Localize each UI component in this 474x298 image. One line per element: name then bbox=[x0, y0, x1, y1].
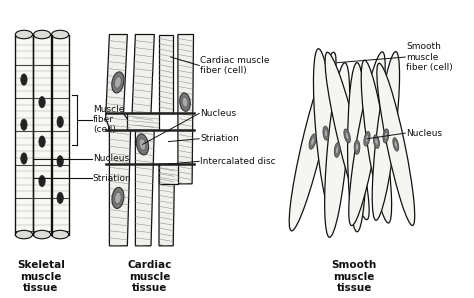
Ellipse shape bbox=[393, 138, 399, 151]
Text: Nucleus: Nucleus bbox=[406, 129, 442, 138]
Ellipse shape bbox=[115, 77, 121, 88]
Ellipse shape bbox=[313, 49, 338, 218]
Polygon shape bbox=[159, 35, 173, 114]
Ellipse shape bbox=[182, 97, 188, 107]
Ellipse shape bbox=[334, 143, 340, 157]
Ellipse shape bbox=[139, 139, 146, 150]
Ellipse shape bbox=[324, 129, 328, 137]
Ellipse shape bbox=[336, 146, 339, 154]
Polygon shape bbox=[128, 114, 159, 130]
Text: Cardiac muscle
fiber (cell): Cardiac muscle fiber (cell) bbox=[200, 56, 270, 75]
Ellipse shape bbox=[377, 63, 415, 226]
Ellipse shape bbox=[325, 63, 350, 237]
Ellipse shape bbox=[383, 129, 389, 143]
Ellipse shape bbox=[57, 116, 64, 128]
Ellipse shape bbox=[15, 30, 33, 39]
Ellipse shape bbox=[34, 30, 51, 39]
Ellipse shape bbox=[180, 93, 190, 111]
Ellipse shape bbox=[394, 141, 397, 148]
Ellipse shape bbox=[356, 143, 359, 151]
Ellipse shape bbox=[21, 153, 27, 164]
Text: Nucleus: Nucleus bbox=[200, 109, 236, 118]
Text: Striation: Striation bbox=[93, 174, 132, 183]
Ellipse shape bbox=[112, 187, 124, 209]
Text: Cardiac
muscle
tissue: Cardiac muscle tissue bbox=[128, 260, 172, 293]
Ellipse shape bbox=[57, 156, 64, 167]
Ellipse shape bbox=[364, 131, 370, 146]
Text: Nucleus: Nucleus bbox=[93, 154, 129, 163]
Text: Intercalated disc: Intercalated disc bbox=[200, 157, 276, 166]
Ellipse shape bbox=[323, 126, 329, 140]
Polygon shape bbox=[132, 35, 155, 246]
Ellipse shape bbox=[361, 60, 392, 223]
Ellipse shape bbox=[365, 135, 369, 143]
Ellipse shape bbox=[374, 135, 379, 148]
Bar bbox=[52, 35, 69, 235]
Ellipse shape bbox=[310, 137, 315, 146]
Ellipse shape bbox=[384, 132, 387, 140]
Ellipse shape bbox=[349, 52, 385, 226]
Polygon shape bbox=[159, 164, 178, 184]
Ellipse shape bbox=[346, 132, 349, 140]
Bar bbox=[34, 35, 51, 235]
Text: Muscle
fiber
(cell): Muscle fiber (cell) bbox=[93, 105, 124, 134]
Ellipse shape bbox=[34, 230, 51, 239]
Ellipse shape bbox=[39, 97, 45, 108]
Text: Striation: Striation bbox=[200, 134, 239, 143]
Polygon shape bbox=[178, 35, 193, 184]
Ellipse shape bbox=[344, 129, 350, 143]
Ellipse shape bbox=[21, 74, 27, 85]
Ellipse shape bbox=[52, 230, 69, 239]
Ellipse shape bbox=[309, 134, 316, 149]
Ellipse shape bbox=[112, 72, 124, 93]
Bar bbox=[15, 35, 33, 235]
Ellipse shape bbox=[375, 138, 378, 145]
Ellipse shape bbox=[115, 192, 121, 204]
Ellipse shape bbox=[372, 52, 400, 220]
Ellipse shape bbox=[52, 30, 69, 39]
Ellipse shape bbox=[21, 119, 27, 130]
Ellipse shape bbox=[137, 134, 148, 155]
Polygon shape bbox=[159, 164, 174, 246]
Ellipse shape bbox=[39, 136, 45, 147]
Text: Skeletal
muscle
tissue: Skeletal muscle tissue bbox=[17, 260, 65, 293]
Ellipse shape bbox=[347, 63, 366, 232]
Ellipse shape bbox=[354, 140, 360, 154]
Ellipse shape bbox=[15, 230, 33, 239]
Ellipse shape bbox=[325, 52, 369, 220]
Ellipse shape bbox=[289, 52, 336, 231]
Polygon shape bbox=[106, 35, 131, 246]
Text: Smooth
muscle
fiber (cell): Smooth muscle fiber (cell) bbox=[406, 42, 453, 72]
Ellipse shape bbox=[57, 192, 64, 204]
Ellipse shape bbox=[39, 176, 45, 187]
Text: Smooth
muscle
tissue: Smooth muscle tissue bbox=[332, 260, 377, 293]
